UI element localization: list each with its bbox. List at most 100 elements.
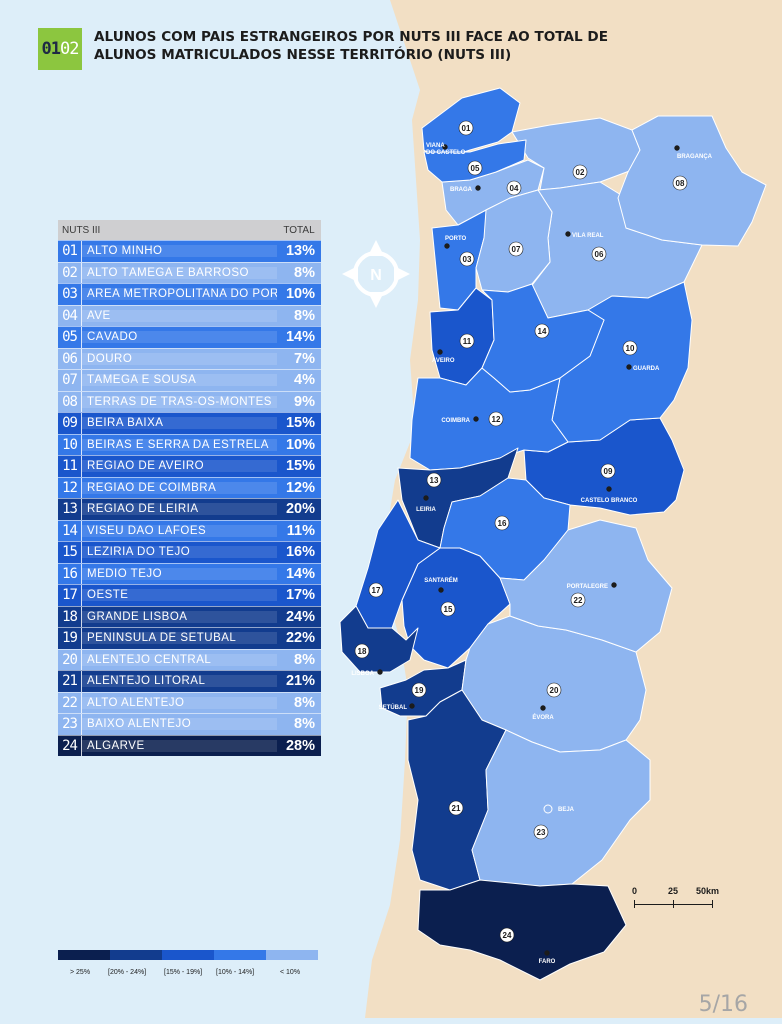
table-row: 10 BEIRAS E SERRA DA ESTRELA 10% bbox=[58, 433, 321, 455]
marker-number: 20 bbox=[550, 686, 559, 695]
region-name: REGIÃO DE AVEIRO bbox=[82, 460, 277, 473]
city-dot bbox=[409, 703, 415, 709]
region-code: 12 bbox=[58, 477, 82, 498]
region-value: 16% bbox=[285, 544, 315, 561]
region-marker-08: 08 bbox=[672, 175, 688, 191]
city-label: CASTELO BRANCO bbox=[581, 498, 638, 504]
city-marker: GUARDA bbox=[626, 364, 660, 372]
compass-letter: N bbox=[370, 267, 382, 284]
region-name: ALTO TÂMEGA E BARROSO bbox=[82, 266, 277, 279]
marker-number: 10 bbox=[626, 344, 635, 353]
city-dot bbox=[438, 587, 444, 593]
region-marker-19: 19 bbox=[411, 682, 427, 698]
region-value: 10% bbox=[285, 286, 315, 303]
marker-circle bbox=[570, 592, 586, 608]
marker-number: 01 bbox=[462, 124, 471, 133]
legend: > 25% [20% - 24%] [15% - 19%] [10% - 14%] < … bbox=[58, 950, 318, 983]
table-row: 23 BAIXO ALENTEJO 8% bbox=[58, 713, 321, 735]
marker-circle bbox=[572, 164, 588, 180]
table-row: 02 ALTO TÂMEGA E BARROSO 8% bbox=[58, 261, 321, 283]
region-marker-20: 20 bbox=[546, 682, 562, 698]
legend-label: [10% - 14%] bbox=[216, 969, 255, 976]
legend-bar bbox=[58, 950, 318, 960]
region-code: 14 bbox=[58, 520, 82, 541]
scale-tick bbox=[673, 900, 674, 908]
marker-number: 04 bbox=[510, 184, 519, 193]
legend-labels: > 25% [20% - 24%] [15% - 19%] [10% - 14%] < … bbox=[58, 969, 318, 983]
region-name: MÉDIO TEJO bbox=[82, 567, 277, 580]
region-value: 9% bbox=[294, 393, 315, 410]
region-value: 15% bbox=[285, 458, 315, 475]
region-marker-06: 06 bbox=[591, 246, 607, 262]
city-dot bbox=[377, 669, 383, 675]
table-row: 14 VISEU DÃO LAFÕES 11% bbox=[58, 519, 321, 541]
legend-swatch bbox=[214, 950, 266, 960]
region-code: 13 bbox=[58, 499, 82, 520]
marker-number: 14 bbox=[538, 327, 547, 336]
region-code: 07 bbox=[58, 370, 82, 391]
region-marker-18: 18 bbox=[354, 643, 370, 659]
table-row: 20 ALENTEJO CENTRAL 8% bbox=[58, 648, 321, 670]
marker-number: 22 bbox=[574, 596, 583, 605]
table-row: 07 TÂMEGA E SOUSA 4% bbox=[58, 369, 321, 391]
city-marker: LEIRIA bbox=[416, 495, 436, 513]
city-dot bbox=[611, 582, 617, 588]
city-label: LISBOA bbox=[351, 671, 374, 677]
region-value: 20% bbox=[285, 501, 315, 518]
region-code: 19 bbox=[58, 628, 82, 649]
region-code: 11 bbox=[58, 456, 82, 477]
region-name: OESTE bbox=[82, 589, 277, 602]
region-value: 21% bbox=[285, 673, 315, 690]
region-marker-14: 14 bbox=[534, 323, 550, 339]
region-value: 7% bbox=[294, 350, 315, 367]
region-name: DOURO bbox=[82, 352, 277, 365]
region-name: ALENTEJO LITORAL bbox=[82, 675, 277, 688]
marker-circle bbox=[506, 180, 522, 196]
region-marker-21: 21 bbox=[448, 800, 464, 816]
marker-circle bbox=[440, 601, 456, 617]
region-value: 24% bbox=[285, 608, 315, 625]
marker-number: 05 bbox=[471, 164, 480, 173]
region-value: 8% bbox=[294, 651, 315, 668]
table-row: 08 TERRAS DE TRÁS-OS-MONTES 9% bbox=[58, 390, 321, 412]
table-row: 03 ÁREA METROPOLITANA DO PORTO 10% bbox=[58, 283, 321, 305]
region-name: VISEU DÃO LAFÕES bbox=[82, 524, 277, 537]
marker-circle bbox=[459, 333, 475, 349]
marker-number: 21 bbox=[452, 804, 461, 813]
table-row: 19 PENÍNSULA DE SETÚBAL 22% bbox=[58, 627, 321, 649]
city-label: BEJA bbox=[558, 807, 575, 813]
region-name: ALENTEJO CENTRAL bbox=[82, 653, 277, 666]
city-label: ÉVORA bbox=[532, 713, 554, 721]
region-marker-12: 12 bbox=[488, 411, 504, 427]
table-row: 05 CÁVADO 14% bbox=[58, 326, 321, 348]
city-dot bbox=[543, 804, 553, 814]
scale-label-25: 25 bbox=[668, 886, 679, 896]
region-value: 4% bbox=[294, 372, 315, 389]
nuts-table: NUTS III TOTAL 01 ALTO MINHO 13% 02 ALTO TÂM… bbox=[58, 220, 321, 756]
region-code: 16 bbox=[58, 563, 82, 584]
region-code: 02 bbox=[58, 262, 82, 283]
city-marker: PORTO bbox=[444, 236, 467, 249]
city-label: PORTALEGRE bbox=[567, 584, 608, 590]
table-row: 04 AVE 8% bbox=[58, 304, 321, 326]
marker-circle bbox=[672, 175, 688, 191]
region-marker-04: 04 bbox=[506, 180, 522, 196]
region-23 bbox=[471, 729, 651, 887]
region-code: 05 bbox=[58, 327, 82, 348]
marker-circle bbox=[426, 472, 442, 488]
legend-swatch bbox=[110, 950, 162, 960]
region-code: 10 bbox=[58, 434, 82, 455]
marker-circle bbox=[488, 411, 504, 427]
marker-number: 03 bbox=[463, 255, 472, 264]
region-value: 11% bbox=[286, 522, 315, 539]
marker-number: 02 bbox=[576, 168, 585, 177]
legend-label: [20% - 24%] bbox=[108, 969, 147, 976]
marker-circle bbox=[533, 824, 549, 840]
region-code: 03 bbox=[58, 284, 82, 305]
region-name: ALGARVE bbox=[82, 739, 277, 752]
marker-circle bbox=[459, 251, 475, 267]
table-body: 01 ALTO MINHO 13% 02 ALTO TÂMEGA E BARROSO 8%… bbox=[58, 240, 321, 756]
city-marker: COIMBRA bbox=[441, 416, 479, 424]
region-value: 13% bbox=[285, 243, 315, 260]
legend-label: < 10% bbox=[280, 969, 301, 976]
